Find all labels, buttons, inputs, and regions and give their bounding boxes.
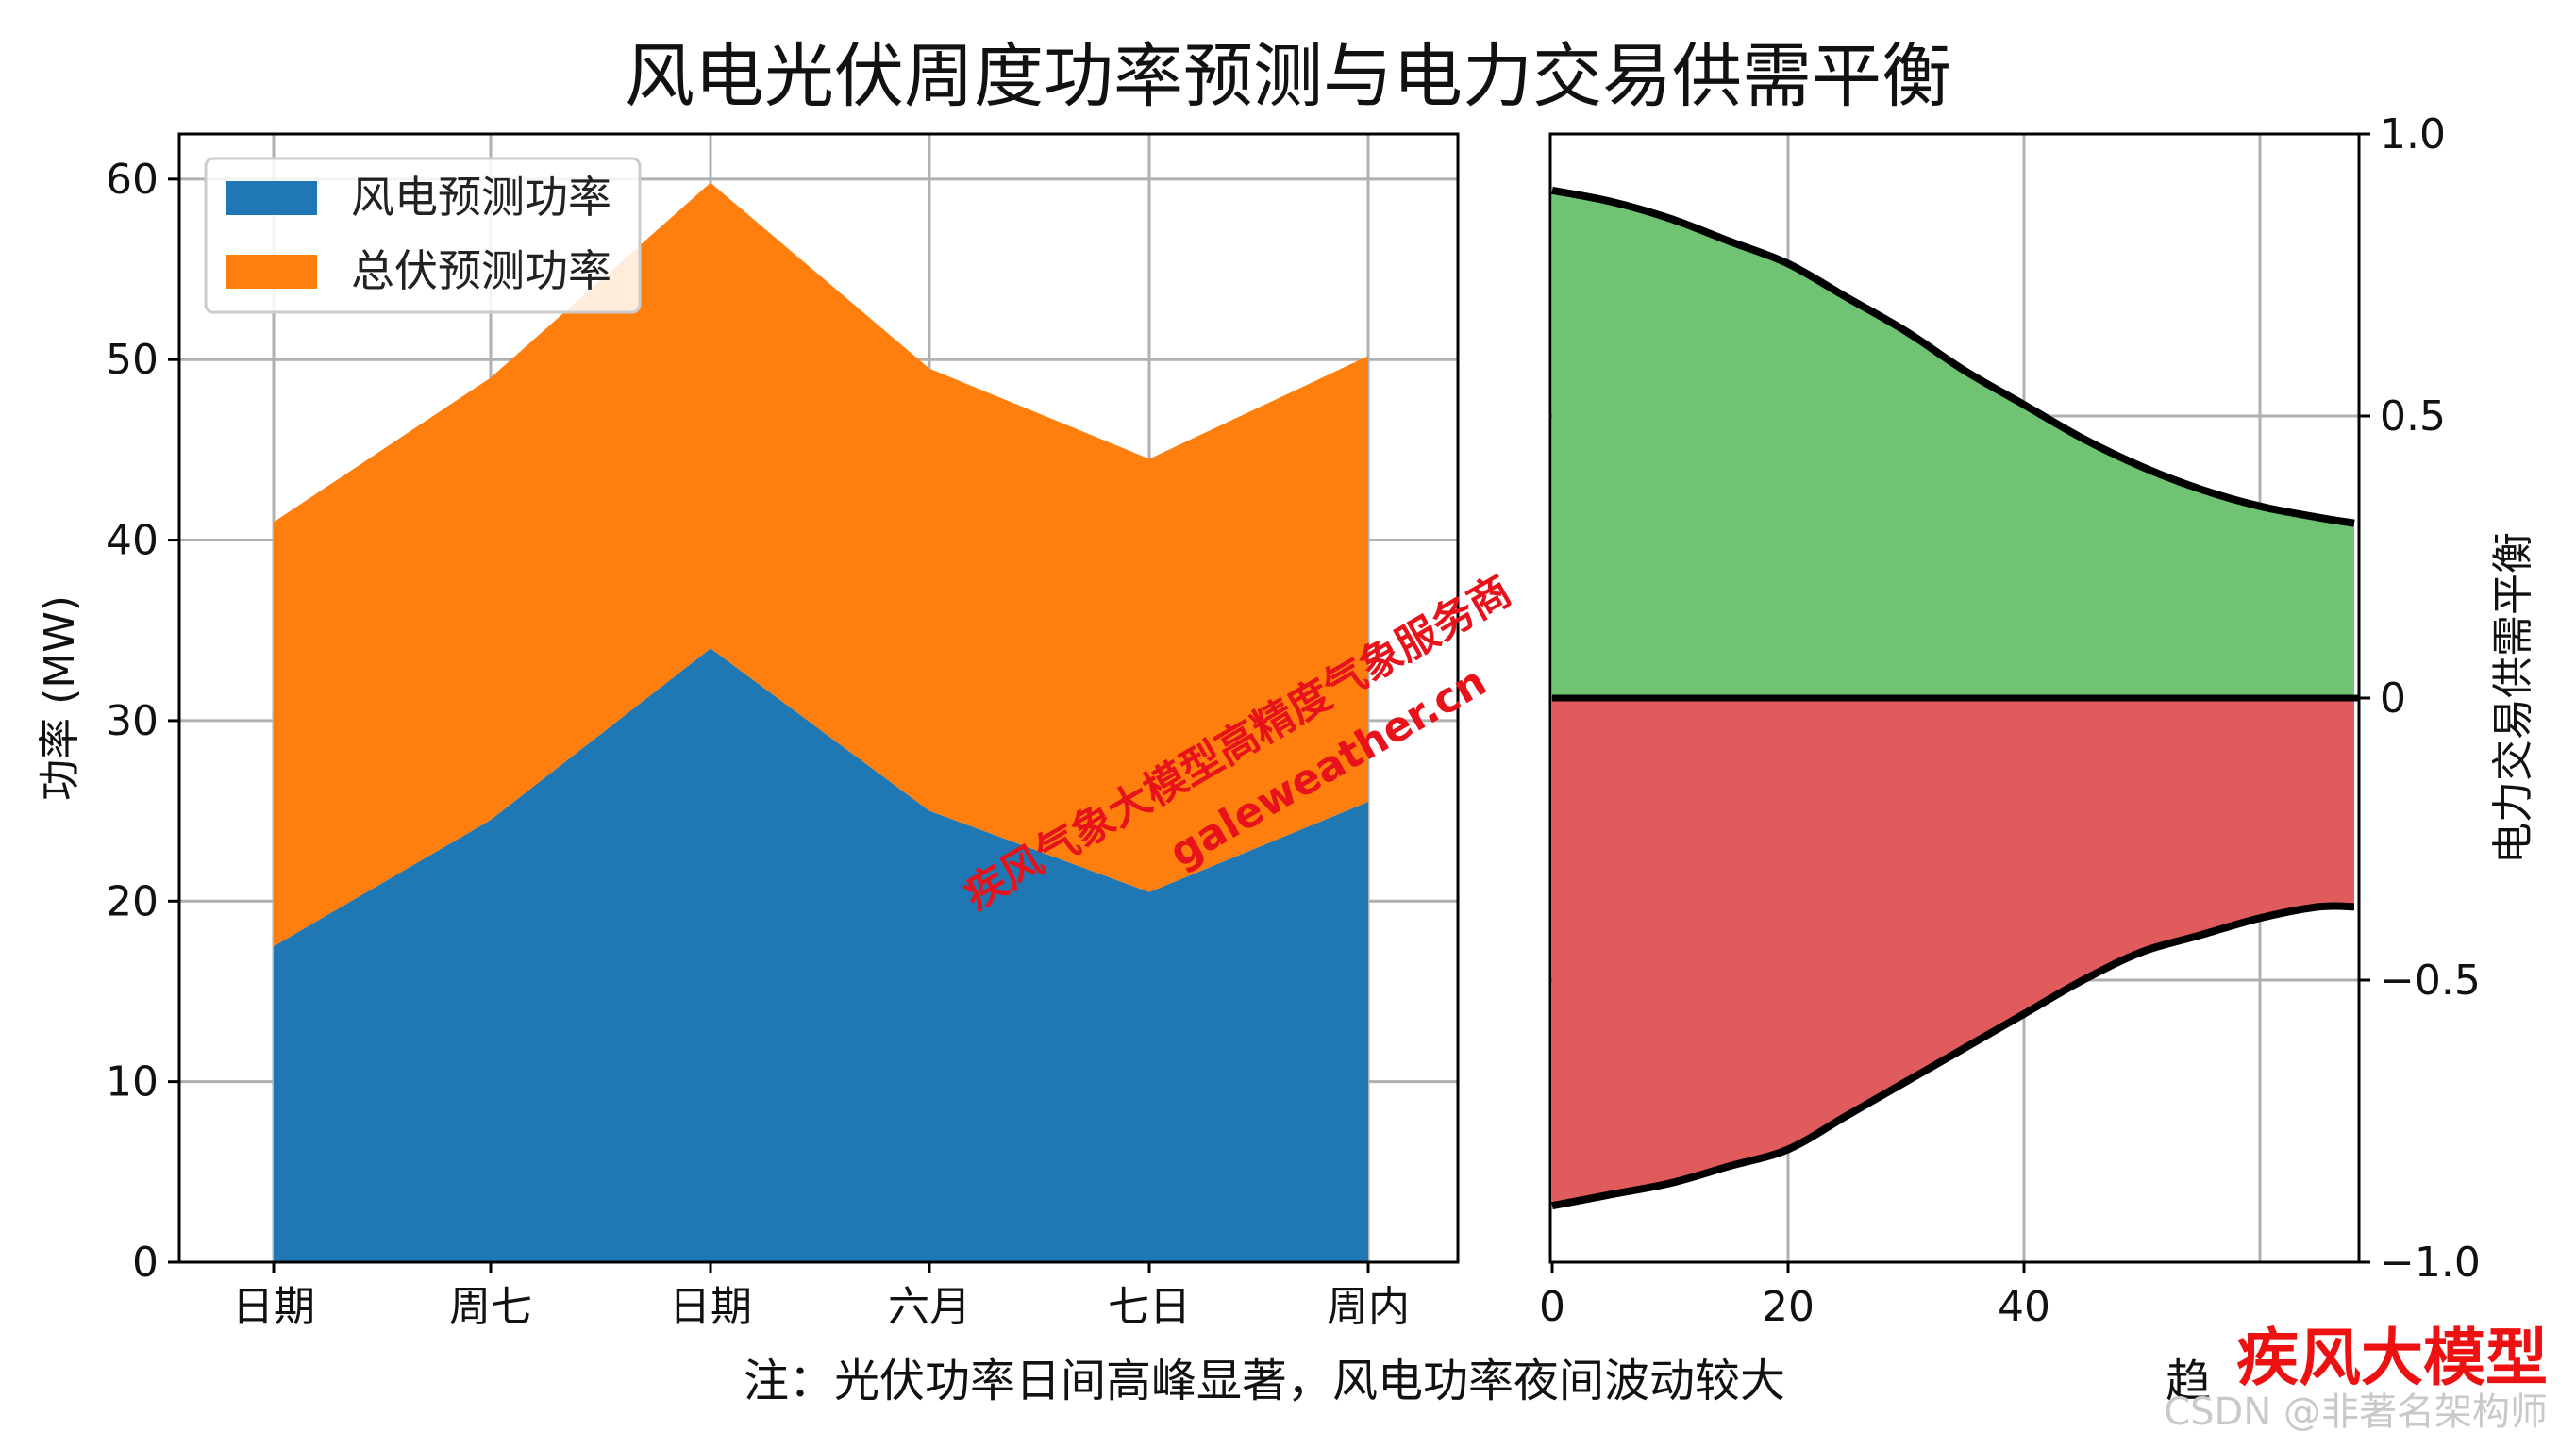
right-ytick-label-4: −1.0 — [2380, 1239, 2481, 1287]
legend-swatch-0 — [226, 181, 317, 215]
left-axes-frame — [177, 132, 1460, 1264]
left-plot: 日期 周七 日期 六月 七日 周内 0 10 20 30 40 50 60 功率 (MW) 风电预测功率总伏… — [36, 132, 1460, 1331]
right-plot: 0 20 40 1.0 0.5 0 −0.5 −1.0 电力交易供需平衡 — [1539, 110, 2537, 1331]
positive-balance-area — [1552, 190, 2354, 699]
left-xtick-label-5: 周内 — [1327, 1283, 1410, 1331]
upper-balance-line — [1551, 186, 2355, 527]
left-ytick-label-5: 50 — [106, 336, 159, 384]
area-series-solar — [274, 182, 1368, 947]
left-ylabel: 功率 (MW) — [36, 595, 84, 801]
brand-logo-text: 疾风大模型 — [2236, 1322, 2548, 1394]
left-ytick-label-6: 60 — [106, 156, 159, 204]
legend-label-0: 风电预测功率 — [351, 172, 611, 223]
area-series-wind — [274, 648, 1368, 1262]
right-ytick-label-3: −0.5 — [2380, 957, 2481, 1005]
left-xtick-label-3: 六月 — [888, 1283, 971, 1331]
cropped-xlabel-fragment: 趋 — [2166, 1355, 2211, 1407]
footnote: 注：光伏功率日间高峰显著，风电功率夜间波动较大 — [744, 1355, 1785, 1407]
lower-balance-line — [1551, 902, 2355, 1210]
right-ylabel: 电力交易供需平衡 — [2489, 532, 2537, 864]
right-ytick-label-0: 1.0 — [2380, 110, 2446, 158]
chart-title: 风电光伏周度功率预测与电力交易供需平衡 — [625, 36, 1951, 117]
left-xtick-label-1: 周七 — [449, 1283, 532, 1331]
legend-label-1: 总伏预测功率 — [351, 245, 611, 296]
left-ytick-label-3: 30 — [106, 697, 159, 745]
left-ytick-label-0: 0 — [132, 1239, 159, 1287]
right-ytick-label-2: 0 — [2380, 674, 2406, 723]
right-xtick-label-2: 40 — [1998, 1283, 2050, 1331]
left-xtick-label-4: 七日 — [1108, 1283, 1191, 1331]
right-xtick-label-0: 0 — [1539, 1283, 1565, 1331]
left-xtick-label-2: 日期 — [669, 1283, 752, 1331]
right-ytick-label-1: 0.5 — [2380, 392, 2446, 441]
left-ytick-label-2: 20 — [106, 877, 159, 925]
legend-swatch-1 — [226, 255, 317, 289]
left-ytick-label-4: 40 — [106, 517, 159, 565]
csdn-credit: CSDN @非著名架构师 — [2164, 1390, 2548, 1434]
left-xtick-label-0: 日期 — [232, 1283, 315, 1331]
negative-balance-area — [1552, 698, 2354, 1207]
right-xtick-label-1: 20 — [1762, 1283, 1815, 1331]
left-ytick-label-1: 10 — [106, 1058, 159, 1107]
